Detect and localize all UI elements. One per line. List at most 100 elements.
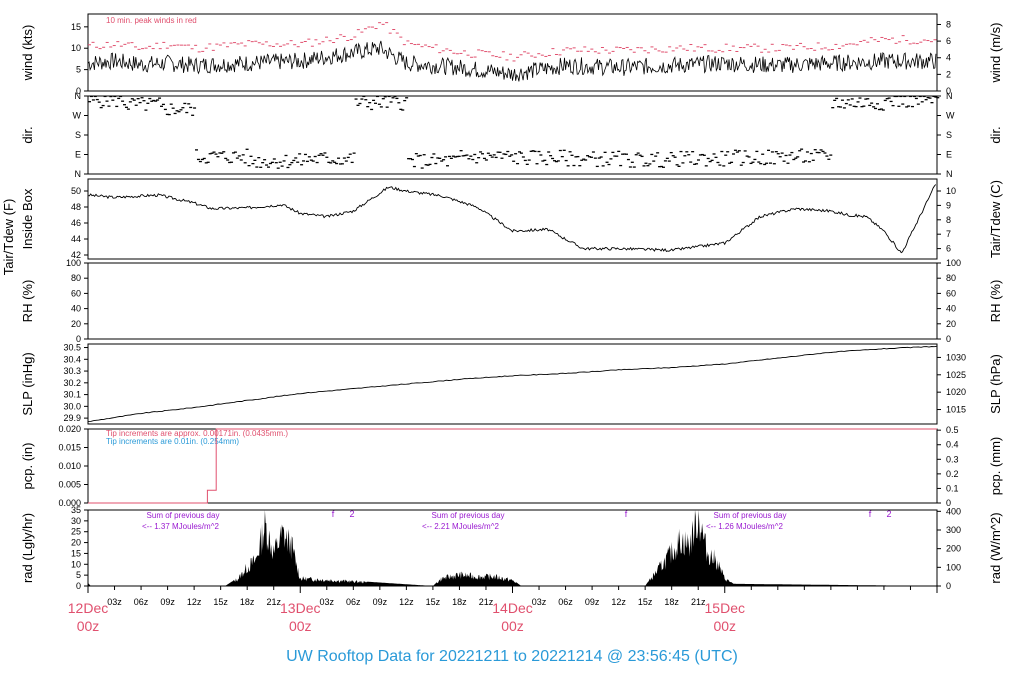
tick-label: 7 <box>946 229 951 239</box>
tick-label: 30.2 <box>63 378 81 388</box>
tick-label: 30.5 <box>63 343 81 353</box>
air-temp-line <box>87 184 937 254</box>
tick-label: 20 <box>71 319 81 329</box>
day-sum-title: Sum of previous day <box>432 511 505 520</box>
x-hour-label: 18z <box>664 597 679 607</box>
rad-ylabel: rad (Lgly/hr) <box>20 513 35 583</box>
x-hour-label: 15z <box>213 597 228 607</box>
wind-ylabel: wind (kts) <box>20 25 35 82</box>
tick-label: E <box>75 150 81 160</box>
x-hour-label: 03z <box>107 597 122 607</box>
x-hour-label: 18z <box>452 597 467 607</box>
rad-marker: f <box>869 509 872 519</box>
x-day-time-label: 00z <box>501 618 524 634</box>
tick-label: 0 <box>76 86 81 96</box>
x-hour-label: 06z <box>134 597 149 607</box>
tick-label: 0.010 <box>58 461 81 471</box>
pcp-annotation-1: Tip increments are approx. 0.00171in. (0… <box>106 429 288 438</box>
tick-label: 1025 <box>946 370 966 380</box>
tick-label: 0.5 <box>946 425 959 435</box>
rad-marker: 2 <box>349 509 354 519</box>
x-hour-label: 21z <box>266 597 281 607</box>
tick-label: 80 <box>946 273 956 283</box>
x-hour-label: 15z <box>426 597 441 607</box>
tick-label: N <box>75 91 82 101</box>
x-hour-label: 09z <box>160 597 175 607</box>
temp-ylabel-2: Inside Box <box>20 188 35 249</box>
tick-label: 100 <box>66 258 81 268</box>
x-hour-label: 12z <box>611 597 626 607</box>
tick-label: 0 <box>946 86 951 96</box>
precip-line <box>88 428 937 504</box>
tick-label: 100 <box>946 562 961 572</box>
tick-label: 40 <box>71 304 81 314</box>
tick-label: 29.9 <box>63 413 81 423</box>
day-sum-value: <-- 2.21 MJoules/m^2 <box>422 522 499 531</box>
tick-label: 0.020 <box>58 424 81 434</box>
x-day-time-label: 00z <box>713 618 736 634</box>
tick-label: 10 <box>71 559 81 569</box>
tick-label: 80 <box>71 273 81 283</box>
x-hour-label: 15z <box>638 597 653 607</box>
wind-speed-line <box>87 40 937 82</box>
tick-label: 0 <box>76 334 81 344</box>
wind-annotation: 10 min. peak winds in red <box>106 16 197 25</box>
tick-label: 15 <box>71 22 81 32</box>
tick-label: S <box>946 130 952 140</box>
rh-ylabel: RH (%) <box>20 280 35 323</box>
temp-ylabel-right: Tair/Tdew (C) <box>988 180 1003 258</box>
wind-ylabel-right: wind (m/s) <box>988 23 1003 84</box>
tick-label: 30.4 <box>63 354 81 364</box>
panel-frame-rh <box>87 262 938 340</box>
tick-label: 20 <box>946 319 956 329</box>
tick-label: S <box>75 130 81 140</box>
tick-label: 8 <box>946 215 951 225</box>
x-hour-label: 03z <box>532 597 547 607</box>
tick-label: 6 <box>946 244 951 254</box>
tick-label: 30 <box>71 516 81 526</box>
tick-label: 1020 <box>946 387 966 397</box>
pcp-ylabel: pcp. (in) <box>20 443 35 490</box>
x-hour-label: 12z <box>399 597 414 607</box>
tick-label: 0.005 <box>58 480 81 490</box>
temp-ylabel: Tair/Tdew (F) <box>1 199 16 276</box>
slp-ylabel: SLP (inHg) <box>20 352 35 415</box>
tick-label: 0 <box>946 581 951 591</box>
x-hour-label: 18z <box>240 597 255 607</box>
tick-label: 0.1 <box>946 483 959 493</box>
tick-label: 46 <box>71 218 81 228</box>
footer-title: UW Rooftop Data for 20221211 to 20221214… <box>286 648 738 665</box>
tick-label: 5 <box>76 65 81 75</box>
tick-label: 100 <box>946 258 961 268</box>
tick-label: 50 <box>71 186 81 196</box>
rad-ylabel-right: rad (W/m^2) <box>988 512 1003 583</box>
tick-label: 200 <box>946 544 961 554</box>
day-sum-title: Sum of previous day <box>714 511 787 520</box>
pressure-line <box>87 345 938 423</box>
x-day-time-label: 00z <box>77 618 100 634</box>
tick-label: W <box>946 111 955 121</box>
x-hour-label: 09z <box>373 597 388 607</box>
x-hour-label: 12z <box>187 597 202 607</box>
tick-label: E <box>946 150 952 160</box>
tick-label: 25 <box>71 527 81 537</box>
tick-label: 6 <box>946 36 951 46</box>
tick-label: 0.4 <box>946 440 959 450</box>
slp-ylabel-right: SLP (hPa) <box>988 354 1003 414</box>
x-day-label: 15Dec <box>705 600 745 616</box>
x-day-label: 13Dec <box>280 600 320 616</box>
rad-marker: f <box>625 509 628 519</box>
tick-label: 10 <box>946 186 956 196</box>
x-hour-label: 21z <box>691 597 706 607</box>
tick-label: 0.015 <box>58 443 81 453</box>
tick-label: 0 <box>946 498 951 508</box>
day-sum-value: <-- 1.37 MJoules/m^2 <box>142 522 219 531</box>
tick-label: 35 <box>71 505 81 515</box>
pcp-annotation-2: Tip increments are 0.01in. (0.254mm) <box>106 437 239 446</box>
dir-ylabel: dir. <box>20 126 35 143</box>
tick-label: 5 <box>76 570 81 580</box>
x-day-time-label: 00z <box>289 618 312 634</box>
tick-label: 1015 <box>946 405 966 415</box>
x-day-label: 14Dec <box>492 600 532 616</box>
